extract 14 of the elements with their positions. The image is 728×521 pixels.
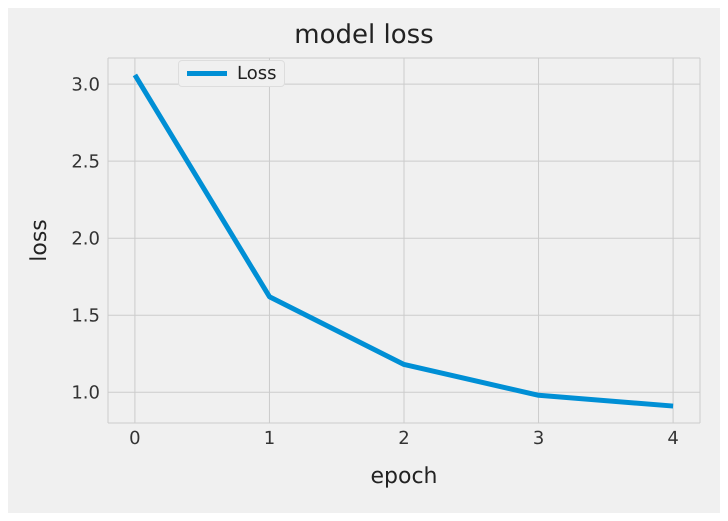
chart-title: model loss xyxy=(293,20,435,50)
x-tick-label: 0 xyxy=(129,428,141,449)
x-axis-title: epoch xyxy=(370,464,438,489)
legend-label: Loss xyxy=(237,63,276,84)
y-tick-label: 2.0 xyxy=(71,228,100,250)
y-tick-label: 2.5 xyxy=(71,152,100,173)
y-tick-label: 1.0 xyxy=(71,382,100,404)
x-tick-label: 2 xyxy=(398,428,410,449)
x-tick-label: 4 xyxy=(667,428,679,449)
y-tick-label: 1.5 xyxy=(71,306,100,327)
x-tick-label: 3 xyxy=(532,428,544,449)
x-tick-label: 1 xyxy=(264,428,276,449)
y-axis-title: loss xyxy=(26,219,52,262)
y-tick-label: 3.0 xyxy=(71,74,100,96)
